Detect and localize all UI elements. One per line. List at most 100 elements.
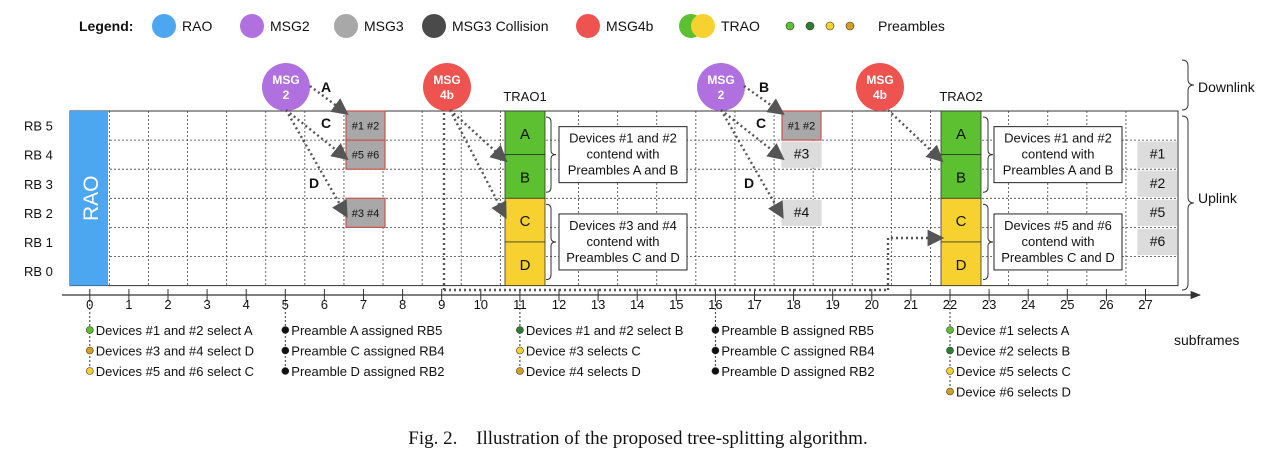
msg2-circle-1-line1: MSG xyxy=(272,73,299,87)
arrow-route-to-trao2 xyxy=(886,229,945,290)
event-dot xyxy=(86,346,94,355)
event-text: Preamble C assigned RB4 xyxy=(291,344,444,359)
trao1-slot-D xyxy=(504,241,546,286)
event-text: Preamble D assigned RB2 xyxy=(291,364,444,379)
trao2-slot-label-A: A xyxy=(956,126,966,143)
msg3-cell-rb2-second-text: #4 xyxy=(794,204,810,220)
axis-tick-label: 18 xyxy=(786,297,800,312)
legend-preamble-dot-2 xyxy=(805,21,815,31)
msg3-cell-last-2 xyxy=(1137,170,1178,197)
axis-tick-label: 6 xyxy=(321,297,328,312)
contend-box-4 xyxy=(993,213,1123,271)
msg4b-circle-1-line2: 4b xyxy=(440,88,454,102)
trao1-slot-C xyxy=(504,197,546,243)
event-text: Devices #1 and #2 select A xyxy=(96,323,253,338)
event-text: Devices #3 and #4 select D xyxy=(96,344,254,359)
contend-box-1-line-2: contend with xyxy=(587,147,660,162)
rao-label: RAO xyxy=(80,176,103,222)
event-text: Device #1 selects A xyxy=(956,323,1070,338)
event-dot xyxy=(711,367,720,375)
arrow-msg4b-2 xyxy=(887,109,944,163)
msg3-cell-rb5-first-text: #1 #2 xyxy=(352,121,380,133)
trao2-title: TRAO2 xyxy=(939,89,982,104)
axis-tick-label: 19 xyxy=(825,297,839,312)
event-dot xyxy=(711,326,720,334)
trao2-slot-label-B: B xyxy=(956,169,966,186)
axis-tick-label: 17 xyxy=(747,297,761,312)
msg3-cell-rb4-first-text: #5 #6 xyxy=(352,150,380,162)
msg3-cell-rb2-second xyxy=(781,199,822,227)
trao2-slot-C xyxy=(940,197,982,243)
msg2-circle-1 xyxy=(262,63,310,111)
contend-box-4-line-1: Devices #5 and #6 xyxy=(1004,218,1112,233)
axis-tick-label: 4 xyxy=(243,297,250,312)
event-text: Preamble D assigned RB2 xyxy=(721,364,874,379)
axis-tick-label: 20 xyxy=(865,297,879,312)
msg3-cell-rb2-first xyxy=(345,197,386,229)
event-dot xyxy=(86,367,94,375)
legend-label-1: RAO xyxy=(182,18,212,34)
legend-swatch-3 xyxy=(334,14,358,38)
event-dot xyxy=(946,326,954,334)
msg3-cell-last-3-text: #5 xyxy=(1150,204,1166,220)
msg4b-circle-1-line1: MSG xyxy=(433,73,460,87)
msg2-circle-1-line2: 2 xyxy=(283,88,290,102)
legend-label-preambles: Preambles xyxy=(878,18,945,34)
contend-box-1 xyxy=(558,126,688,184)
contend-box-4-brace xyxy=(982,203,994,281)
trao2-slot-A xyxy=(940,110,982,156)
trao1-slot-B xyxy=(504,154,546,199)
arrow-label-c-1: C xyxy=(321,115,331,131)
axis-tick-label: 1 xyxy=(125,297,132,312)
axis-tick-label: 25 xyxy=(1060,297,1074,312)
downlink-brace xyxy=(1181,59,1195,111)
msg3-cell-last-1-text: #1 xyxy=(1150,146,1166,162)
contend-box-2-line-2: contend with xyxy=(587,234,660,249)
axis-tick-label: 9 xyxy=(438,297,445,312)
msg3-cell-rb4-second-text: #3 xyxy=(794,146,810,162)
contend-box-2-brace xyxy=(545,203,557,281)
legend-preamble-dot-4 xyxy=(845,21,855,31)
event-dot xyxy=(516,346,524,355)
event-text: Preamble A assigned RB5 xyxy=(291,323,442,338)
contend-box-2-line-3: Preambles C and D xyxy=(566,250,679,265)
legend-label-4: MSG3 Collision xyxy=(452,18,548,34)
event-dot xyxy=(516,367,524,375)
trao1-slot-label-D: D xyxy=(520,257,531,274)
contend-box-1-line-1: Devices #1 and #2 xyxy=(569,131,677,146)
legend-swatch-trao-yellow xyxy=(691,14,715,38)
trao1-slot-label-A: A xyxy=(520,126,530,143)
axis-tick-label: 3 xyxy=(203,297,210,312)
contend-box-3-brace xyxy=(982,116,994,193)
msg3-cell-rb4-second xyxy=(781,141,822,168)
contend-box-3-line-2: contend with xyxy=(1022,147,1095,162)
trao1-title: TRAO1 xyxy=(503,89,546,104)
arrow-msg2-d-2 xyxy=(719,109,784,219)
downlink-label: Downlink xyxy=(1198,79,1256,95)
event-text: Devices #5 and #6 select C xyxy=(96,364,254,379)
event-text: Device #5 selects C xyxy=(956,364,1071,379)
msg3-cell-last-3 xyxy=(1137,199,1178,227)
msg3-cell-last-2-text: #2 xyxy=(1150,175,1166,191)
event-dot xyxy=(946,346,954,355)
caption-text: Illustration of the proposed tree-splitt… xyxy=(476,428,868,449)
row-label: RB 4 xyxy=(24,148,53,163)
axis-tick-label: 7 xyxy=(360,297,367,312)
event-dot xyxy=(281,367,290,375)
caption-figure-number: Fig. 2. xyxy=(408,428,458,449)
uplink-label: Uplink xyxy=(1198,190,1238,206)
axis-tick-label: 15 xyxy=(669,297,683,312)
trao2-slot-label-C: C xyxy=(956,213,967,230)
arrow-label-d-1: D xyxy=(309,175,319,191)
event-dot xyxy=(86,326,94,334)
msg3-cell-rb4-first xyxy=(345,139,386,170)
trao2-slot-B xyxy=(940,154,982,199)
contend-box-4-line-2: contend with xyxy=(1022,234,1095,249)
arrow-msg2-d xyxy=(284,109,348,218)
contend-box-3-line-1: Devices #1 and #2 xyxy=(1004,131,1112,146)
msg3-cell-rb2-first-text: #3 #4 xyxy=(352,208,380,220)
arrow-msg4b-1-top xyxy=(449,109,508,163)
msg2-circle-2-line1: MSG xyxy=(707,73,734,87)
event-text: Device #3 selects C xyxy=(526,344,641,359)
